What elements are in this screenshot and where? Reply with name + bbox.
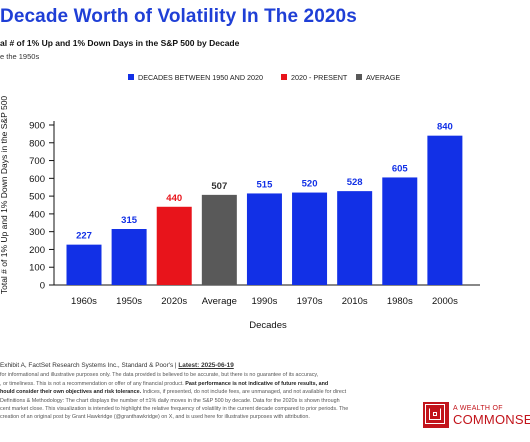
bar xyxy=(246,193,282,285)
bar-value-label: 227 xyxy=(76,231,92,242)
source-text: Exhibit A, FactSet Research Systems Inc.… xyxy=(0,362,179,369)
bar-value-label: 440 xyxy=(166,193,182,204)
chart-subnote: e the 1950s xyxy=(0,52,40,61)
legend-label: AVERAGE xyxy=(366,73,400,82)
y-tick-label: 500 xyxy=(29,192,45,203)
bar xyxy=(337,191,373,285)
disclaimer: for informational and illustrative purpo… xyxy=(0,371,420,421)
x-tick-label: 2020s xyxy=(161,296,187,307)
bar xyxy=(292,192,328,285)
bar-chart: DECADES BETWEEN 1950 AND 2020 2020 - PRES… xyxy=(0,73,480,331)
bar-value-label: 520 xyxy=(302,179,318,190)
x-tick-label: Average xyxy=(202,296,237,307)
maze-logo-icon xyxy=(423,402,449,428)
disclaimer-bold: hould consider their own objectives and … xyxy=(0,389,142,396)
disclaimer-bold: Past performance is not indicative of fu… xyxy=(185,380,329,387)
y-tick-label: 600 xyxy=(29,174,45,185)
source-line: Exhibit A, FactSet Research Systems Inc.… xyxy=(0,362,420,370)
legend-swatch xyxy=(281,74,287,80)
logo-text-bottom: COMMONSEN xyxy=(453,412,530,427)
bar-value-label: 605 xyxy=(392,163,409,174)
logo-text-top: A WEALTH OF xyxy=(453,405,503,412)
bar-value-label: 315 xyxy=(121,215,138,226)
source-latest: Latest: 2025-06-19 xyxy=(178,362,234,369)
bar-value-label: 507 xyxy=(211,181,227,192)
bar xyxy=(66,244,102,285)
bar-value-label: 515 xyxy=(257,179,274,190)
disclaimer-line: cent market close. This visualization is… xyxy=(0,406,349,413)
disclaimer-line: for informational and illustrative purpo… xyxy=(0,372,319,379)
legend-label: DECADES BETWEEN 1950 AND 2020 xyxy=(138,73,263,82)
x-tick-label: 1990s xyxy=(251,296,277,307)
bar xyxy=(201,194,237,285)
bar xyxy=(427,135,463,285)
disclaimer-line: creation of an original post by Grant Ha… xyxy=(0,414,310,421)
x-tick-label: 1950s xyxy=(116,296,142,307)
disclaimer-line: , or timeliness. This is not a recommend… xyxy=(0,380,186,387)
chart-subtitle: al # of 1% Up and 1% Down Days in the S&… xyxy=(0,38,240,48)
bar xyxy=(382,177,418,285)
x-tick-label: 1970s xyxy=(297,296,323,307)
legend-swatch xyxy=(128,74,134,80)
footer-notes: Exhibit A, FactSet Research Systems Inc.… xyxy=(0,362,420,422)
bar xyxy=(111,229,147,285)
legend-label: 2020 - PRESENT xyxy=(291,73,348,82)
page-title: Decade Worth of Volatility In The 2020s xyxy=(0,6,357,27)
disclaimer-line: Indices, if presented, do not include fe… xyxy=(141,389,347,396)
legend-swatch xyxy=(356,74,362,80)
x-tick-label: 2010s xyxy=(342,296,368,307)
y-tick-label: 900 xyxy=(29,121,45,132)
x-axis-title: Decades xyxy=(249,320,287,331)
x-tick-label: 1960s xyxy=(71,296,97,307)
y-tick-label: 300 xyxy=(29,227,45,238)
y-tick-label: 100 xyxy=(29,263,45,274)
y-tick-label: 400 xyxy=(29,209,45,220)
x-tick-label: 1980s xyxy=(387,296,413,307)
y-axis-title: Total # of 1% Up and 1% Down Days in the… xyxy=(0,96,9,295)
bar-value-label: 840 xyxy=(437,122,453,133)
bar-value-label: 528 xyxy=(347,177,363,188)
disclaimer-line: Definitions & Methodology: The chart dis… xyxy=(0,397,340,404)
x-tick-label: 2000s xyxy=(432,296,458,307)
y-tick-label: 700 xyxy=(29,156,45,167)
y-tick-label: 200 xyxy=(29,245,45,256)
y-tick-label: 800 xyxy=(29,138,45,149)
y-tick-label: 0 xyxy=(40,281,45,292)
brand-logo: A WEALTH OF COMMONSEN xyxy=(423,402,530,432)
bar xyxy=(156,206,192,285)
